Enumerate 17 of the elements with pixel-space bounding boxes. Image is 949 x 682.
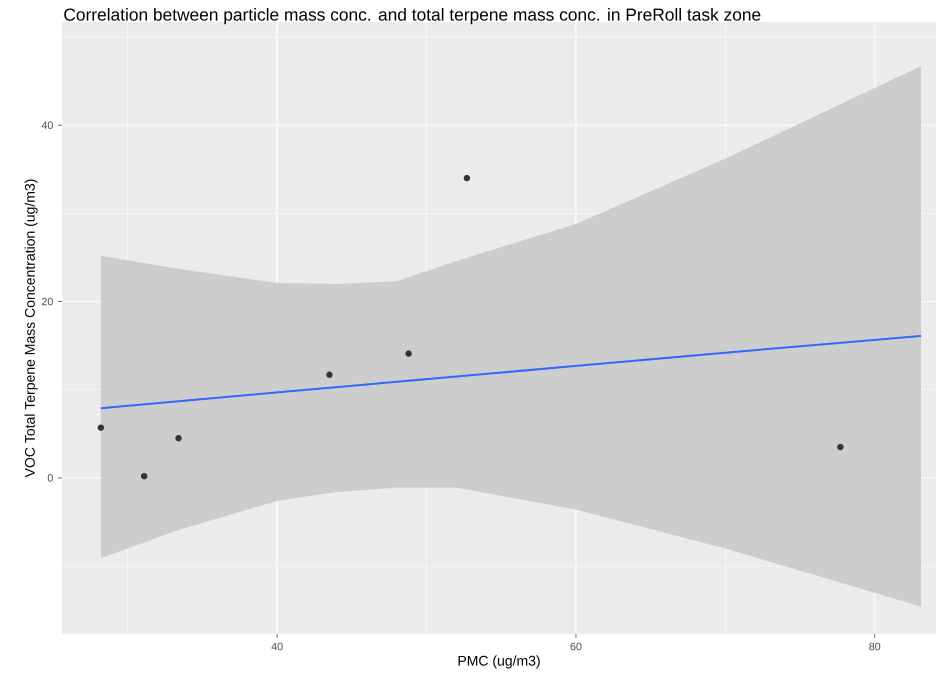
point bbox=[326, 372, 333, 378]
y-tick-label: 20 bbox=[42, 298, 53, 306]
x-tick-label: 80 bbox=[869, 642, 880, 650]
x-tick-label: 40 bbox=[271, 642, 283, 650]
line-series bbox=[100, 334, 922, 410]
y-axis-title: VOC Total Terpene Mass Concentration (ug/m3) bbox=[24, 180, 38, 478]
y-tick-label: 40 bbox=[42, 121, 53, 129]
point bbox=[140, 472, 148, 480]
point bbox=[405, 350, 412, 357]
x-tick-label: 60 bbox=[570, 642, 582, 650]
point bbox=[98, 424, 104, 431]
point bbox=[464, 174, 470, 182]
point bbox=[837, 444, 844, 450]
point bbox=[175, 435, 182, 442]
x-axis-title: PMC (ug/m3) bbox=[458, 655, 540, 668]
y-tick-label: 0 bbox=[48, 474, 53, 482]
chart-title: Correlation between particle mass conc. and total terpene mass conc. in PreRoll task zone bbox=[64, 8, 760, 24]
